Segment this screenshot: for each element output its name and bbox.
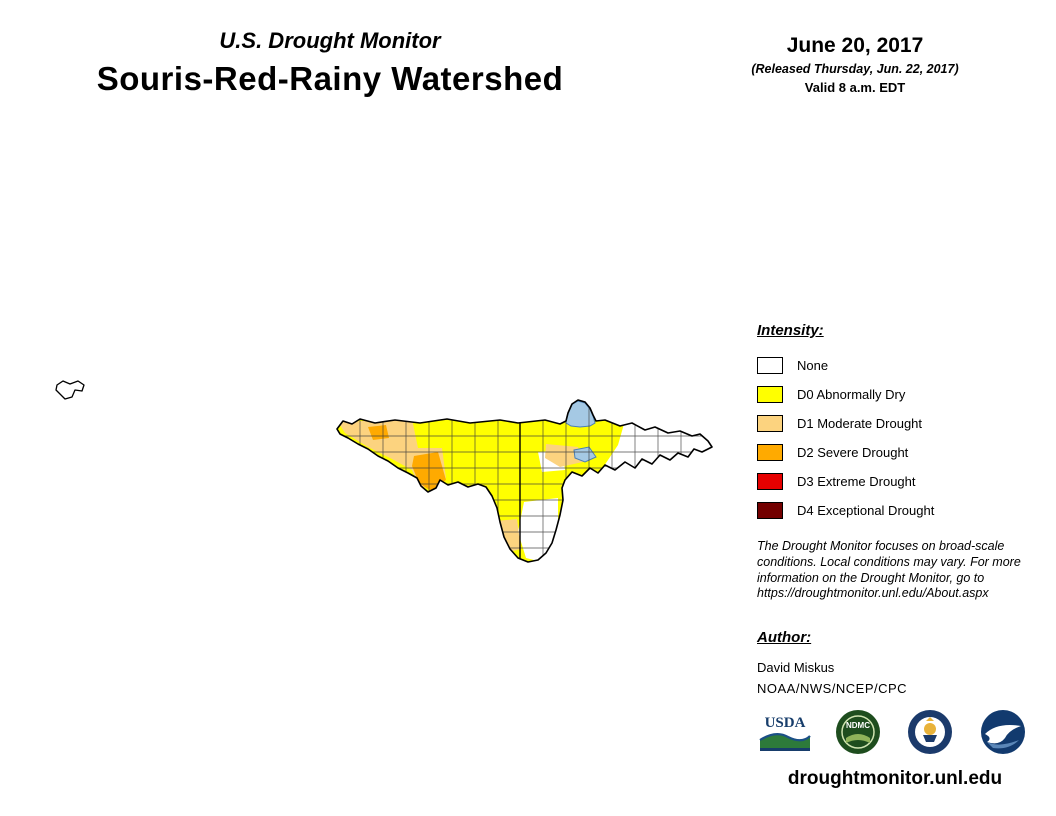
author-name: David Miskus <box>757 660 835 675</box>
drought-area-none-south <box>518 498 558 562</box>
lake-of-the-woods <box>565 400 596 428</box>
page-title: Souris-Red-Rainy Watershed <box>96 60 564 97</box>
usda-logo: USDA <box>758 706 812 758</box>
legend-items: None D0 Abnormally Dry D1 Moderate Drought… <box>757 351 1037 525</box>
legend-label-d3: D3 Extreme Drought <box>797 474 916 489</box>
legend-swatch-d3 <box>757 473 783 490</box>
legend-label-d4: D4 Exceptional Drought <box>797 503 935 518</box>
monitor-title: U.S. Drought Monitor <box>219 28 441 53</box>
legend-item-d3: D3 Extreme Drought <box>757 467 1037 496</box>
legend-swatch-none <box>757 357 783 374</box>
author-org: NOAA/NWS/NCEP/CPC <box>757 681 908 696</box>
legend-label-d2: D2 Severe Drought <box>797 445 909 460</box>
website-url: droughtmonitor.unl.edu <box>787 768 1003 789</box>
commerce-seal-logo <box>903 706 957 758</box>
disclaimer-text: The Drought Monitor focuses on broad-sca… <box>757 539 1021 601</box>
release-date: (Released Thursday, Jun. 22, 2017) <box>751 62 959 76</box>
legend-label-d1: D1 Moderate Drought <box>797 416 923 431</box>
author-heading: Author: <box>757 629 812 646</box>
author-block: Author: David Miskus NOAA/NWS/NCEP/CPC <box>757 629 1029 696</box>
red-lake <box>573 446 597 463</box>
legend-item-none: None <box>757 351 1037 380</box>
legend-item-d0: D0 Abnormally Dry <box>757 380 1037 409</box>
legend-swatch-d1 <box>757 415 783 432</box>
title-block: U.S. Drought Monitor Souris-Red-Rainy Wa… <box>30 28 630 98</box>
watershed-base-d0 <box>337 400 712 562</box>
valid-time: Valid 8 a.m. EDT <box>804 80 906 95</box>
legend-swatch-d4 <box>757 502 783 519</box>
date-block: June 20, 2017 (Released Thursday, Jun. 2… <box>700 34 1010 95</box>
legend-swatch-d2 <box>757 444 783 461</box>
legend-swatch-d0 <box>757 386 783 403</box>
legend-item-d2: D2 Severe Drought <box>757 438 1037 467</box>
ndmc-logo: NDMC <box>831 706 885 758</box>
logo-row: USDA NDMC <box>758 706 1030 758</box>
legend: Intensity: None D0 Abnormally Dry D1 Moder… <box>757 322 1037 525</box>
map-date: June 20, 2017 <box>786 34 924 57</box>
usda-logo-text: USDA <box>765 715 806 731</box>
legend-item-d4: D4 Exceptional Drought <box>757 496 1037 525</box>
ndmc-logo-text: NDMC <box>846 721 870 730</box>
noaa-logo <box>976 706 1030 758</box>
legend-item-d1: D1 Moderate Drought <box>757 409 1037 438</box>
detached-watershed-fragment <box>55 380 85 400</box>
legend-heading: Intensity: <box>757 322 824 339</box>
watershed-outline <box>336 399 713 563</box>
legend-label-none: None <box>797 358 829 373</box>
legend-label-d0: D0 Abnormally Dry <box>797 387 906 402</box>
